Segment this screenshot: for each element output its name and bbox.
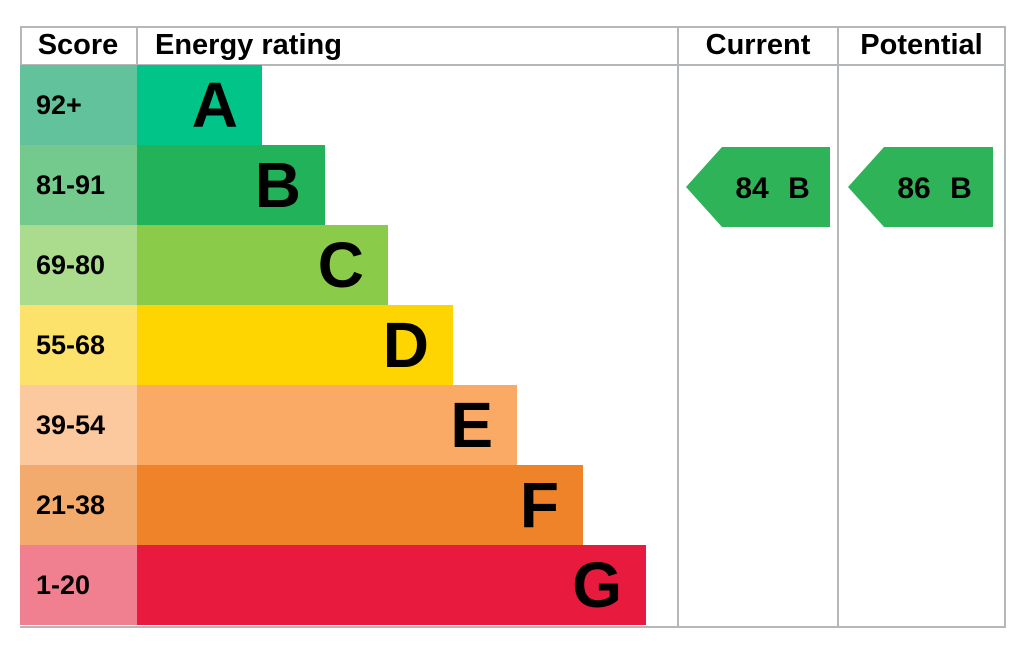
table-border-bottom xyxy=(20,626,1006,628)
table-border-top xyxy=(20,26,1006,28)
energy-rating-column-header: Energy rating xyxy=(155,28,342,61)
potential-column-divider xyxy=(837,26,839,628)
potential-column-header: Potential xyxy=(860,28,983,61)
band-bar-f: F xyxy=(137,465,583,545)
score-range-cell-e: 39-54 xyxy=(20,385,137,465)
score-range-cell-c: 69-80 xyxy=(20,225,137,305)
current-rating-arrow: 84 B xyxy=(686,147,830,227)
potential-rating-band: B xyxy=(950,172,972,205)
score-column-divider xyxy=(136,26,138,66)
band-bar-e: E xyxy=(137,385,517,465)
band-bar-c: C xyxy=(137,225,388,305)
score-range-cell-a: 92+ xyxy=(20,65,137,145)
band-bar-a: A xyxy=(137,65,262,145)
header-bottom-border xyxy=(20,64,1006,66)
current-column-header: Current xyxy=(705,28,811,61)
potential-rating-value: 86 xyxy=(897,172,930,205)
potential-rating-arrow: 86 B xyxy=(848,147,993,227)
score-range-cell-d: 55-68 xyxy=(20,305,137,385)
score-range-cell-f: 21-38 xyxy=(20,465,137,545)
band-bar-d: D xyxy=(137,305,453,385)
potential-arrow-shape xyxy=(848,147,993,227)
current-column-divider xyxy=(677,26,679,628)
score-column-header: Score xyxy=(37,28,119,61)
current-arrow-shape xyxy=(686,147,830,227)
current-rating-value: 84 xyxy=(735,172,769,205)
current-rating-band: B xyxy=(788,172,810,205)
band-bar-g: G xyxy=(137,545,646,625)
header-left-border xyxy=(20,26,22,66)
score-range-cell-g: 1-20 xyxy=(20,545,137,625)
band-bar-b: B xyxy=(137,145,325,225)
score-range-cell-b: 81-91 xyxy=(20,145,137,225)
table-border-right xyxy=(1004,26,1006,628)
